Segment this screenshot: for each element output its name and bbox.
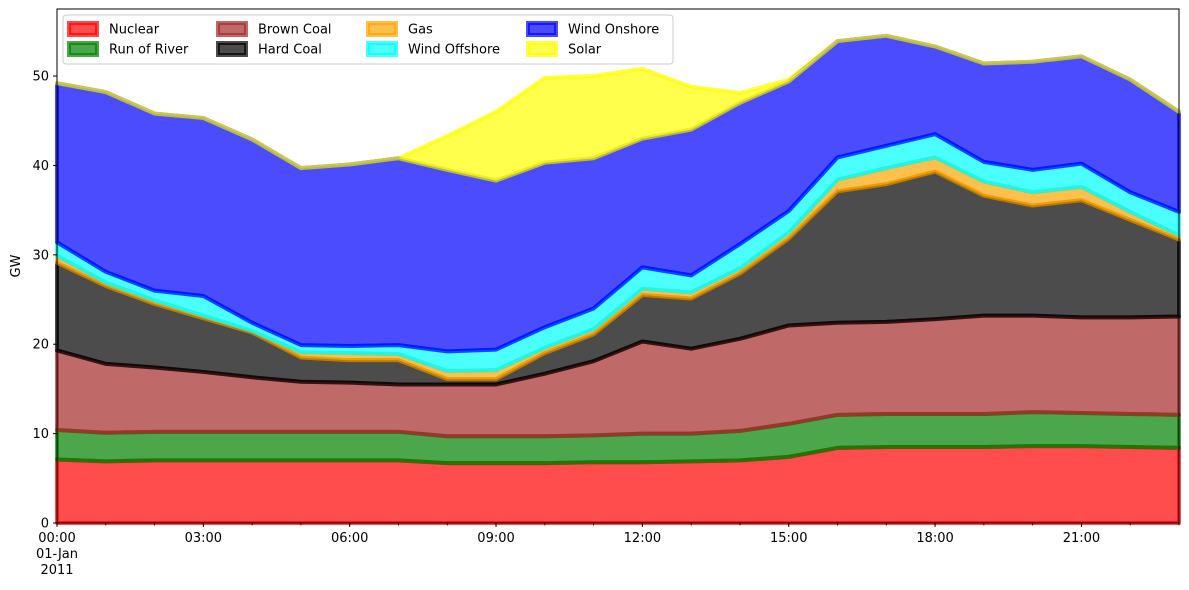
y-axis-label: GW (9, 254, 24, 277)
x-tick-label: 00:00 01-Jan 2011 (36, 531, 78, 578)
legend-box (62, 14, 674, 65)
legend-label-gas: Gas (408, 23, 433, 38)
legend-swatch-nuclear (67, 21, 99, 37)
x-tick-label: 12:00 (624, 531, 661, 546)
legend-swatch-brown-coal (216, 21, 248, 37)
legend: Nuclear Run of River Brown Coal Hard Coal Ga… (62, 14, 674, 65)
legend-label-solar: Solar (568, 43, 602, 58)
x-tick-label: 15:00 (770, 531, 807, 546)
legend-swatch-wind-offshore (366, 41, 398, 57)
y-tick-label: 10 (32, 427, 49, 442)
y-tick-label: 0 (41, 517, 49, 532)
legend-label-hard-coal: Hard Coal (258, 43, 322, 58)
legend-swatch-hard-coal (216, 41, 248, 57)
x-axis: 00:00 01-Jan 2011 03:00 06:00 09:00 12:00 15:00… (36, 523, 1180, 578)
x-tick-label: 18:00 (916, 531, 953, 546)
y-tick-label: 40 (32, 159, 49, 174)
y-tick-label: 30 (32, 248, 49, 263)
x-tick-label: 03:00 (185, 531, 222, 546)
y-axis: 0 10 20 30 40 50 (32, 70, 57, 532)
legend-label-nuclear: Nuclear (109, 23, 160, 38)
x-tick-label: 21:00 (1063, 531, 1100, 546)
x-tick-label: 09:00 (477, 531, 514, 546)
legend-label-run-of-river: Run of River (109, 43, 189, 58)
y-tick-label: 50 (32, 70, 49, 85)
legend-label-brown-coal: Brown Coal (258, 23, 332, 38)
x-tick-label: 06:00 (331, 531, 368, 546)
legend-swatch-wind-onshore (526, 21, 558, 37)
legend-swatch-run-of-river (67, 41, 99, 57)
y-tick-label: 20 (32, 338, 49, 353)
area-series-group (55, 33, 1181, 525)
legend-label-wind-offshore: Wind Offshore (408, 43, 500, 58)
plot-frame (56, 8, 1180, 524)
legend-swatch-solar (526, 41, 558, 57)
legend-swatch-gas (366, 21, 398, 37)
legend-label-wind-onshore: Wind Onshore (568, 23, 659, 38)
